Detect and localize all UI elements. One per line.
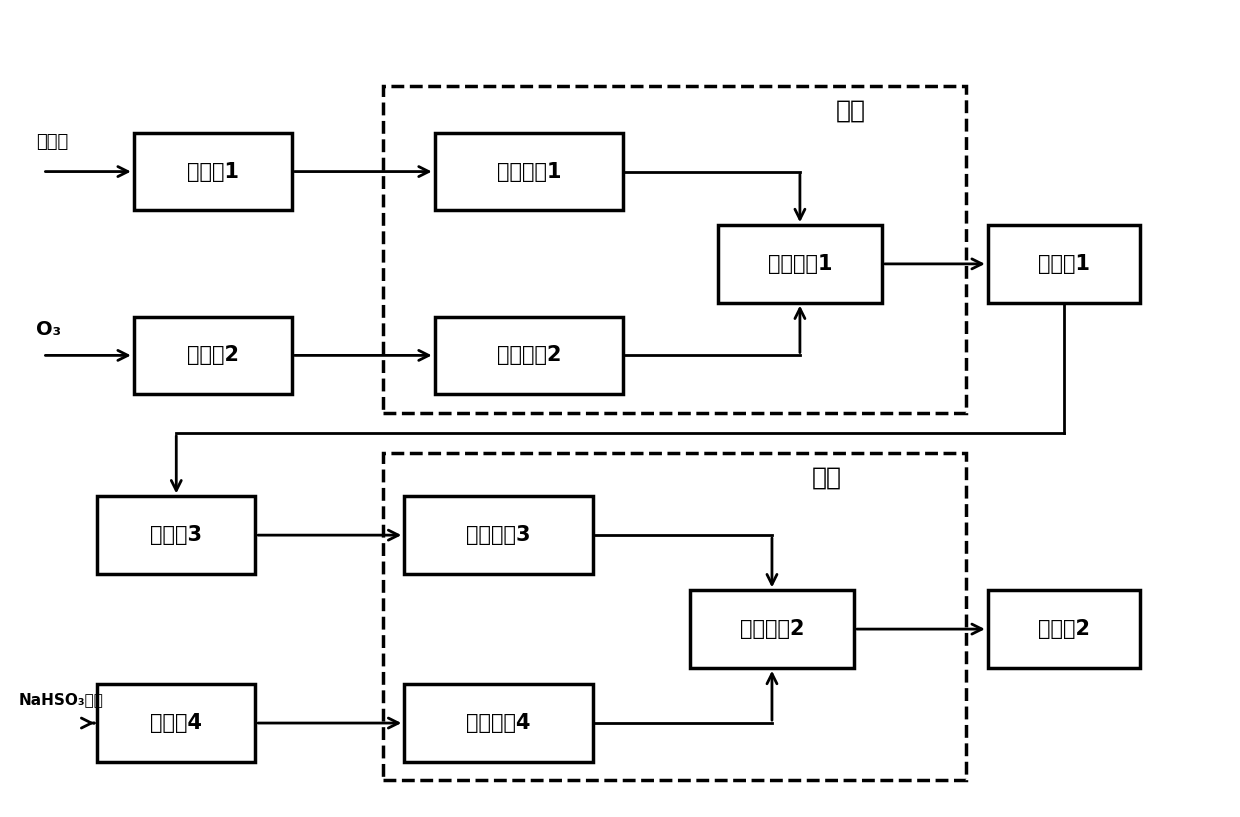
Text: 收集瓶1: 收集瓶1 xyxy=(1038,254,1090,274)
Text: 预热模块1: 预热模块1 xyxy=(496,162,560,181)
Bar xyxy=(97,497,255,574)
Bar xyxy=(404,685,593,761)
Text: 混合模块1: 混合模块1 xyxy=(768,254,832,274)
Text: 进样泵4: 进样泵4 xyxy=(150,713,202,733)
Bar xyxy=(434,317,622,395)
Text: 油浴: 油浴 xyxy=(812,466,842,490)
Text: O₃: O₃ xyxy=(36,320,62,339)
Bar xyxy=(134,317,291,395)
Text: 进样泵2: 进样泵2 xyxy=(187,346,239,365)
Text: 预热模块4: 预热模块4 xyxy=(466,713,531,733)
Text: 预热模块2: 预热模块2 xyxy=(496,346,560,365)
Bar xyxy=(988,590,1140,668)
Bar xyxy=(97,685,255,761)
Bar xyxy=(404,497,593,574)
Bar xyxy=(434,132,622,210)
Bar xyxy=(689,590,854,668)
Text: 收集瓶2: 收集瓶2 xyxy=(1038,619,1090,639)
Bar xyxy=(988,225,1140,303)
Text: 进样泵1: 进样泵1 xyxy=(187,162,239,181)
Text: 茴香油: 茴香油 xyxy=(36,133,68,151)
Text: 进样泵3: 进样泵3 xyxy=(150,525,202,545)
Text: 预热模块3: 预热模块3 xyxy=(466,525,531,545)
Bar xyxy=(383,86,966,413)
Text: 油浴: 油浴 xyxy=(836,98,866,123)
Text: 混合模块2: 混合模块2 xyxy=(740,619,805,639)
Bar xyxy=(134,132,291,210)
Text: NaHSO₃溶液: NaHSO₃溶液 xyxy=(19,692,103,707)
Bar xyxy=(718,225,882,303)
Bar xyxy=(383,453,966,780)
